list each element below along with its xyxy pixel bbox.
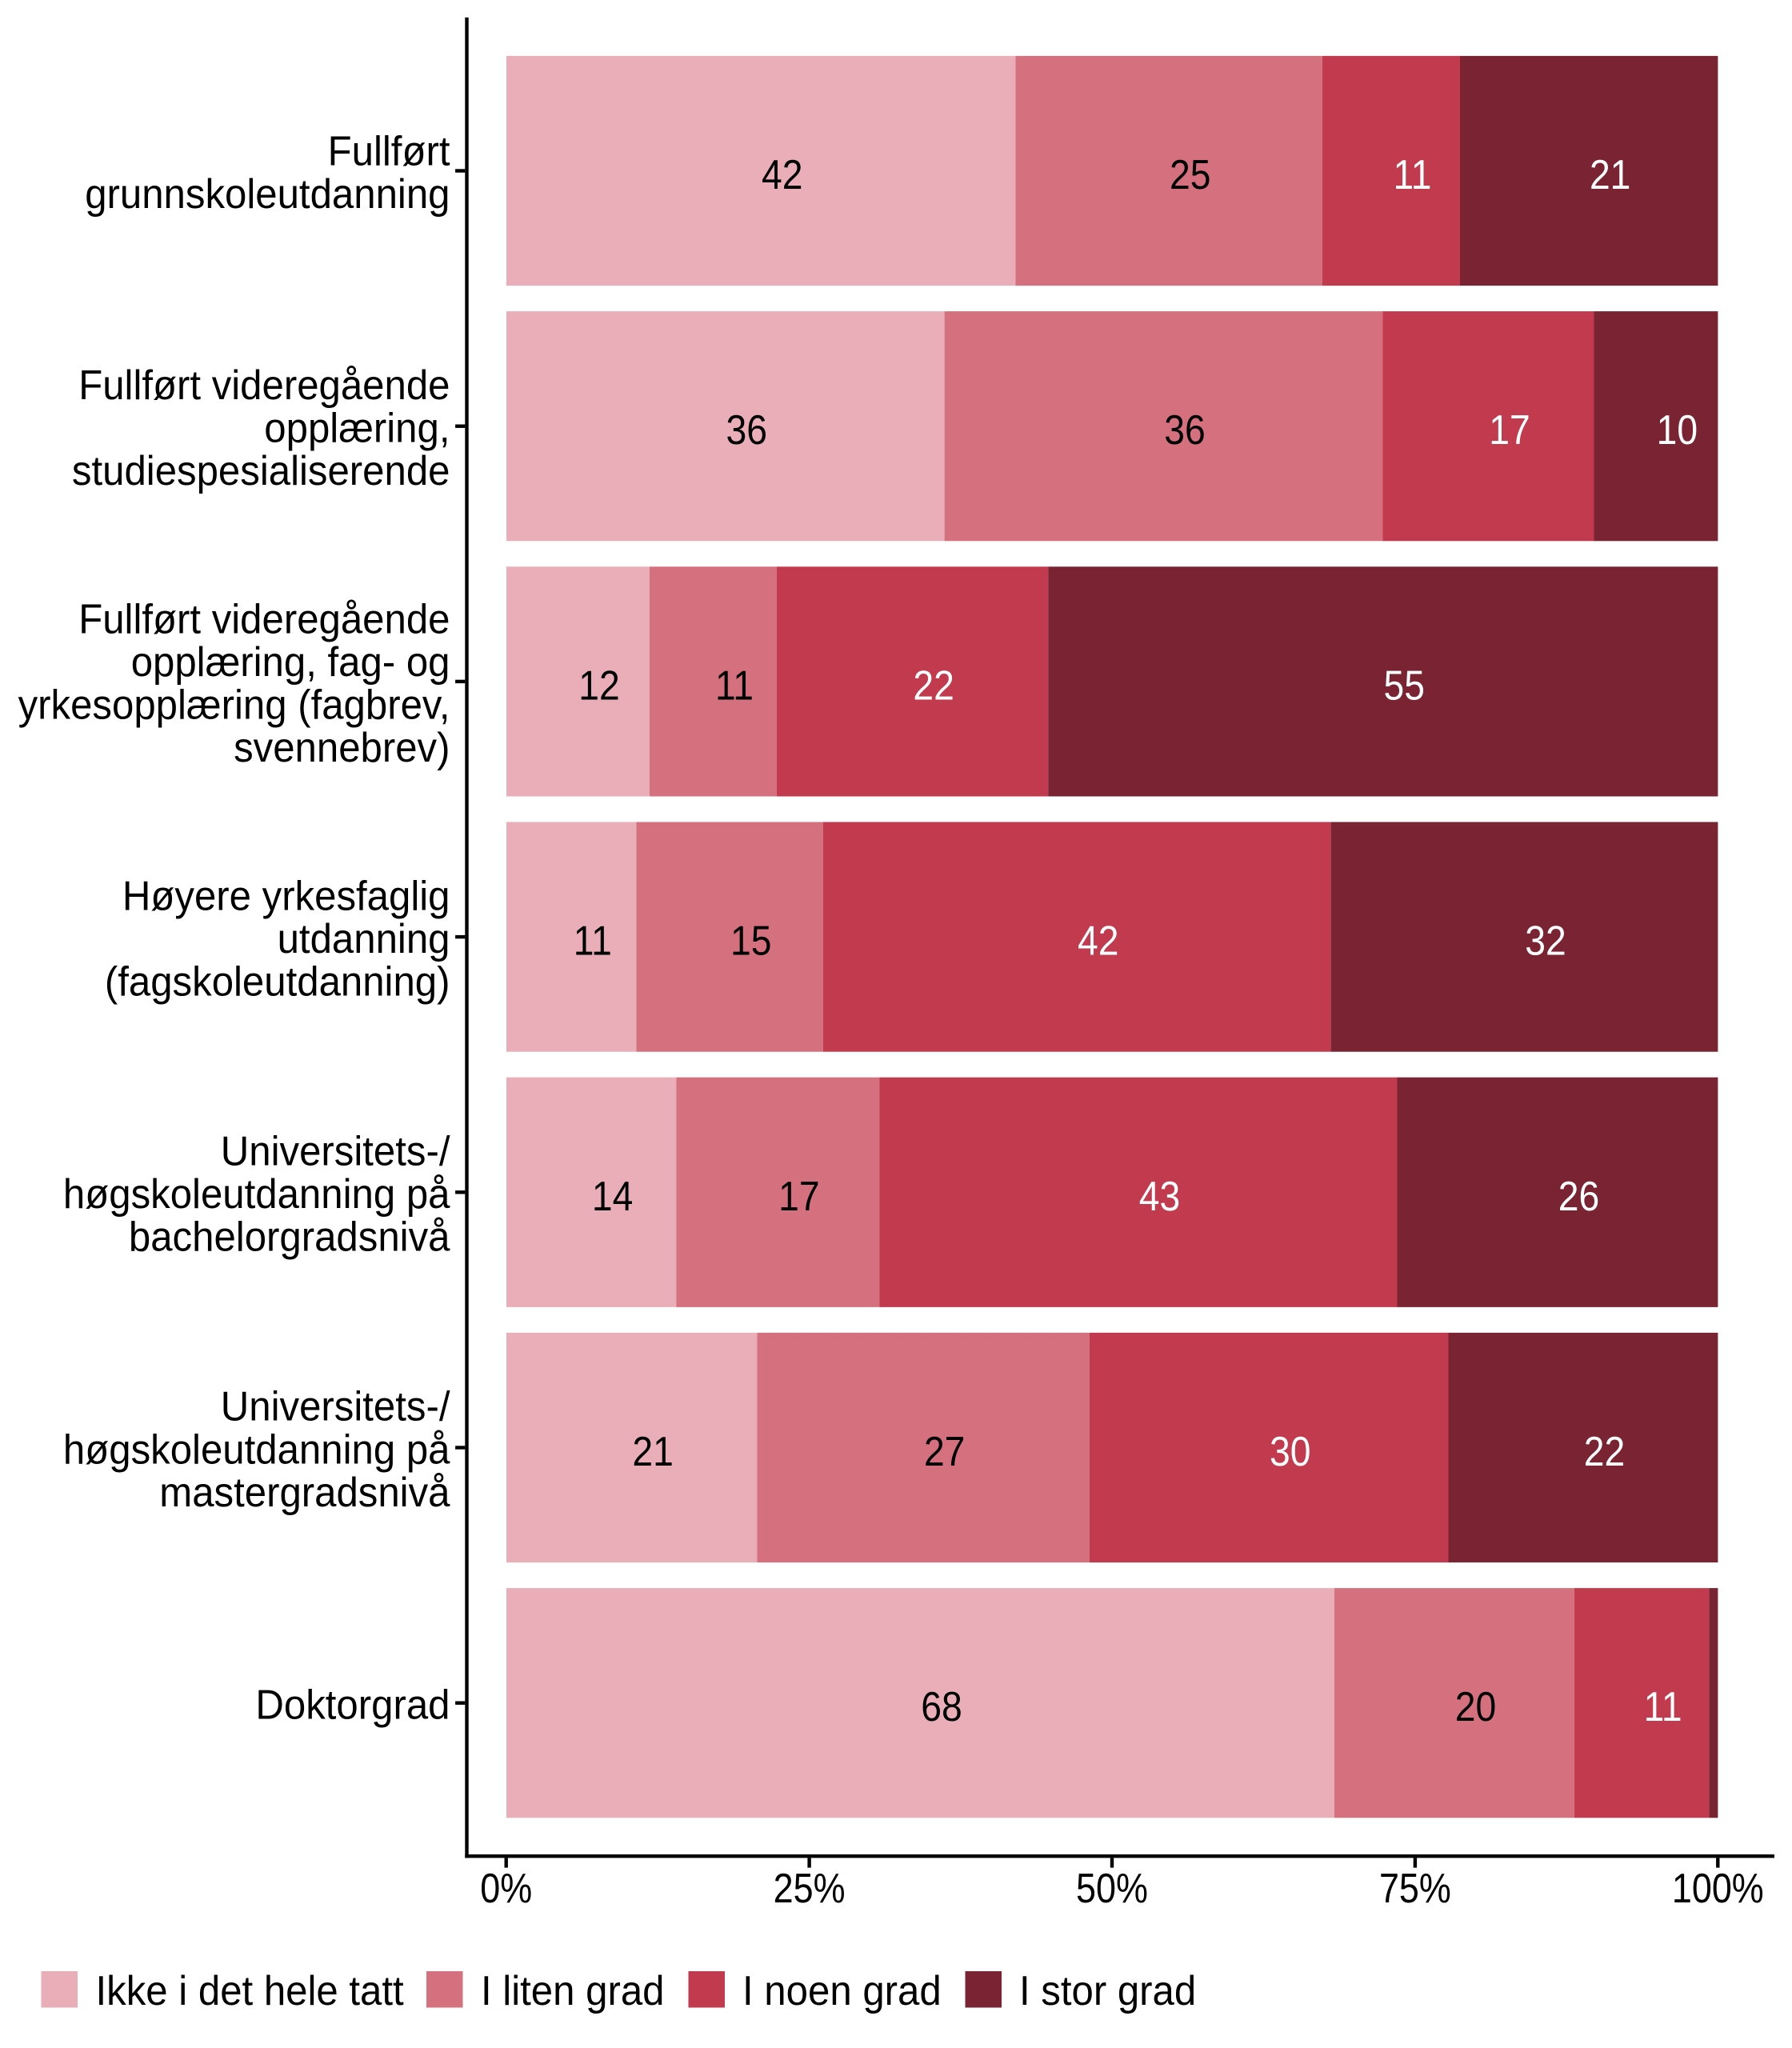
svg-text:0%: 0% — [480, 1866, 532, 1912]
svg-text:I stor grad: I stor grad — [1019, 1968, 1196, 2014]
svg-text:17: 17 — [1489, 407, 1530, 454]
svg-text:yrkesopplæring (fagbrev,: yrkesopplæring (fagbrev, — [18, 682, 450, 729]
svg-text:opplæring,: opplæring, — [264, 406, 450, 452]
svg-text:30: 30 — [1270, 1429, 1311, 1475]
svg-text:høgskoleutdanning på: høgskoleutdanning på — [63, 1426, 450, 1473]
svg-text:50%: 50% — [1076, 1866, 1148, 1912]
svg-text:11: 11 — [1644, 1684, 1682, 1730]
svg-text:22: 22 — [913, 662, 954, 709]
svg-text:Fullført videregående: Fullført videregående — [78, 596, 450, 642]
svg-text:75%: 75% — [1379, 1866, 1451, 1912]
svg-text:12: 12 — [578, 662, 620, 709]
svg-text:25: 25 — [1170, 152, 1211, 198]
svg-text:Fullført videregående: Fullført videregående — [78, 362, 450, 409]
svg-text:14: 14 — [592, 1174, 634, 1220]
svg-text:Fullført: Fullført — [328, 129, 450, 175]
svg-text:Doktorgrad: Doktorgrad — [255, 1682, 450, 1729]
svg-text:høgskoleutdanning på: høgskoleutdanning på — [63, 1171, 450, 1218]
svg-text:mastergradsnivå: mastergradsnivå — [159, 1470, 450, 1516]
svg-text:11: 11 — [1394, 152, 1432, 198]
svg-text:21: 21 — [1590, 152, 1631, 198]
svg-text:26: 26 — [1558, 1174, 1600, 1220]
svg-text:43: 43 — [1139, 1174, 1181, 1220]
svg-text:25%: 25% — [774, 1866, 846, 1912]
svg-text:20: 20 — [1455, 1684, 1497, 1730]
svg-text:36: 36 — [1164, 407, 1206, 454]
svg-text:55: 55 — [1384, 662, 1426, 709]
svg-text:grunnskoleutdanning: grunnskoleutdanning — [85, 171, 450, 218]
svg-text:42: 42 — [762, 152, 803, 198]
svg-text:32: 32 — [1525, 918, 1566, 965]
svg-text:21: 21 — [632, 1429, 674, 1475]
svg-text:36: 36 — [726, 407, 768, 454]
svg-text:17: 17 — [778, 1174, 820, 1220]
svg-text:(fagskoleutdanning): (fagskoleutdanning) — [105, 959, 450, 1006]
svg-text:studiespesialiserende: studiespesialiserende — [72, 448, 450, 494]
svg-text:10: 10 — [1657, 407, 1698, 454]
svg-text:I noen grad: I noen grad — [742, 1968, 942, 2014]
svg-text:bachelorgradsnivå: bachelorgradsnivå — [129, 1214, 450, 1261]
svg-text:Ikke i det hele tatt: Ikke i det hele tatt — [96, 1968, 405, 2014]
svg-text:Universitets-/: Universitets-/ — [221, 1129, 450, 1175]
svg-text:100%: 100% — [1672, 1866, 1764, 1912]
svg-text:68: 68 — [921, 1684, 962, 1730]
svg-text:I liten grad: I liten grad — [481, 1968, 665, 2014]
svg-text:27: 27 — [924, 1429, 966, 1475]
svg-text:utdanning: utdanning — [278, 916, 450, 962]
svg-text:svennebrev): svennebrev) — [234, 725, 450, 771]
svg-text:11: 11 — [574, 918, 612, 965]
svg-text:42: 42 — [1078, 918, 1119, 965]
svg-text:Universitets-/: Universitets-/ — [221, 1384, 450, 1430]
svg-text:11: 11 — [715, 662, 754, 709]
svg-text:Høyere yrkesfaglig: Høyere yrkesfaglig — [122, 873, 450, 919]
svg-text:22: 22 — [1584, 1429, 1626, 1475]
svg-text:opplæring, fag- og: opplæring, fag- og — [131, 639, 450, 686]
svg-text:15: 15 — [730, 918, 772, 965]
